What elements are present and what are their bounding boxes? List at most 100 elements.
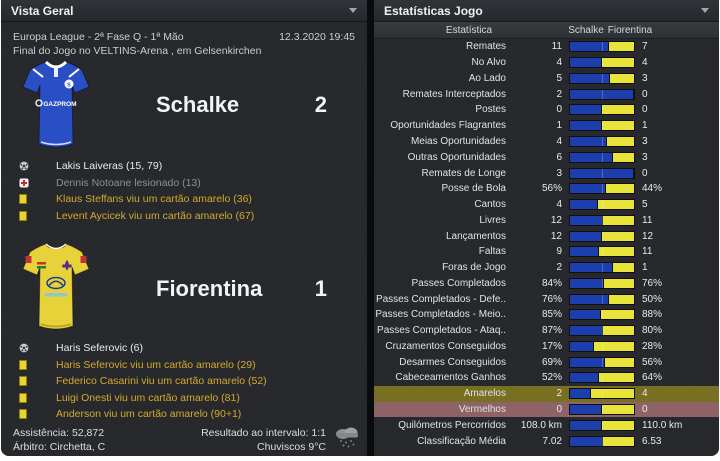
match-event-row[interactable]: Lakis Laiveras (15, 79) — [19, 158, 361, 175]
yellow-card-icon — [19, 392, 56, 403]
stat-away-value: 64% — [642, 372, 663, 384]
home-bar-segment — [570, 357, 606, 367]
event-text: Haris Seferovic (6) — [56, 342, 143, 355]
goal-icon — [19, 343, 56, 353]
stat-home-value: 1 — [556, 120, 562, 132]
stat-row: Passes Completados 84% 76% — [374, 275, 719, 291]
header-away-team: Fiorentina — [607, 24, 653, 36]
match-datetime: 12.3.2020 19:45 — [279, 31, 355, 43]
header-home-team: Schalke — [568, 24, 604, 36]
match-event-row[interactable]: Klaus Steffans viu um cartão amarelo (36… — [19, 191, 361, 208]
home-bar-segment — [570, 184, 606, 194]
yellow-card-icon — [19, 194, 56, 205]
match-footer-right: Resultado ao intervalo: 1:1 Chuviscos 9°… — [201, 426, 326, 454]
stat-home-value: 108.0 km — [520, 419, 562, 431]
home-bar-segment — [570, 310, 602, 320]
stat-home-value: 12 — [550, 230, 562, 242]
stat-home-value: 11 — [551, 41, 562, 53]
stat-home-value: 85% — [541, 309, 562, 321]
home-bar-segment — [570, 420, 602, 430]
event-text: Lakis Laiveras (15, 79) — [56, 160, 163, 173]
home-bar-segment — [570, 263, 613, 273]
stat-row: Desarmes Conseguidos 69% 56% — [374, 354, 719, 370]
stat-row: Remates de Longe 3 0 — [374, 165, 719, 181]
stat-label: Faltas — [478, 246, 506, 258]
stat-label: Passes Completados - Defe.. — [375, 293, 506, 305]
stat-home-value: 0 — [556, 104, 562, 116]
stat-label: Meias Oportunidades — [410, 135, 506, 147]
stat-label: Classificação Média — [417, 435, 506, 447]
stat-label: Passes Completados — [411, 277, 507, 289]
weather-line: Chuviscos 9°C — [257, 441, 326, 453]
stat-label: Passes Completados - Meio.. — [375, 309, 506, 321]
stat-comparison-bar — [569, 88, 635, 100]
stat-home-value: 4 — [556, 135, 562, 147]
stat-home-value: 12 — [550, 214, 562, 226]
chevron-down-icon[interactable] — [349, 8, 357, 13]
match-event-row[interactable]: Haris Seferovic viu um cartão amarelo (2… — [19, 357, 361, 374]
stat-home-value: 5 — [556, 72, 562, 84]
home-bar-segment — [570, 58, 602, 68]
match-event-row[interactable]: Anderson viu um cartão amarelo (90+1) — [19, 406, 361, 423]
stat-row: No Alvo 4 4 — [374, 55, 719, 71]
yellow-card-icon — [19, 359, 56, 370]
stat-comparison-bar — [569, 72, 635, 84]
stat-away-value: 6.53 — [642, 435, 662, 447]
event-text: Federico Casarini viu um cartão amarelo … — [56, 375, 267, 388]
stat-row: Remates 11 7 — [374, 39, 719, 55]
stat-comparison-bar — [569, 120, 635, 132]
stat-home-value: 2 — [556, 88, 562, 100]
stat-home-value: 69% — [541, 356, 562, 368]
chevron-down-icon[interactable] — [701, 8, 709, 13]
home-jersey: S GAZPROM — [22, 60, 90, 155]
rain-cloud-icon — [332, 423, 362, 454]
stat-away-value: 0 — [642, 88, 648, 100]
stat-comparison-bar — [569, 340, 635, 352]
stat-row: Foras de Jogo 2 1 — [374, 260, 719, 276]
stat-row: Ao Lado 5 3 — [374, 71, 719, 87]
stat-home-value: 87% — [541, 325, 562, 337]
match-event-row[interactable]: Haris Seferovic (6) — [19, 340, 361, 357]
home-bar-segment — [570, 404, 602, 414]
stats-panel-titlebar[interactable]: Estatísticas Jogo — [374, 0, 719, 22]
stat-comparison-bar — [569, 41, 635, 53]
stat-row: Cantos 4 5 — [374, 197, 719, 213]
home-bar-segment — [570, 200, 599, 210]
home-events-list: Lakis Laiveras (15, 79) Dennis Notoane le… — [19, 158, 361, 224]
stats-table-body: Remates 11 7 No Alvo 4 4 Ao Lado 5 3 Remates Inte… — [374, 39, 719, 449]
stat-row: Amarelos 2 4 — [374, 385, 719, 402]
stat-away-value: 5 — [642, 199, 648, 211]
home-bar-segment — [570, 436, 604, 446]
event-text: Klaus Steffans viu um cartão amarelo (36… — [56, 193, 252, 206]
stat-comparison-bar — [569, 277, 635, 289]
match-event-row[interactable]: Levent Aycicek viu um cartão amarelo (67… — [19, 208, 361, 225]
stat-label: Outras Oportunidades — [407, 151, 506, 163]
match-event-row[interactable]: Federico Casarini viu um cartão amarelo … — [19, 373, 361, 390]
stat-row: Classificação Média 7.02 6.53 — [374, 433, 719, 449]
stat-label: Postes — [475, 104, 506, 116]
stat-row: Livres 12 11 — [374, 212, 719, 228]
stat-row: Passes Completados - Ataq.. 87% 80% — [374, 323, 719, 339]
stat-home-value: 3 — [556, 167, 562, 179]
stat-comparison-bar — [569, 199, 635, 211]
stat-comparison-bar — [569, 230, 635, 242]
stat-label: Cabeceamentos Ganhos — [395, 372, 506, 384]
stat-label: Remates de Longe — [421, 167, 506, 179]
overview-panel-titlebar[interactable]: Vista Geral — [1, 0, 367, 22]
referee-line: Árbitro: Circhetta, C — [13, 441, 106, 453]
event-text: Haris Seferovic viu um cartão amarelo (2… — [56, 358, 256, 371]
svg-text:S: S — [67, 83, 71, 89]
stat-home-value: 84% — [541, 277, 562, 289]
stat-away-value: 0 — [642, 403, 648, 415]
stat-comparison-bar — [569, 403, 635, 415]
competition-label: Europa League - 2ª Fase Q - 1ª Mão — [13, 31, 184, 43]
stats-panel: Estatísticas Jogo Estatística Schalke Fi… — [374, 0, 719, 456]
match-event-row[interactable]: Dennis Notoane lesionado (13) — [19, 175, 361, 192]
header-statistic: Estatística — [445, 24, 493, 36]
home-bar-segment — [570, 341, 595, 351]
stat-comparison-bar — [569, 135, 635, 147]
stat-away-value: 110.0 km — [642, 419, 683, 431]
stat-comparison-bar — [569, 372, 635, 384]
match-event-row[interactable]: Luigi Onesti viu um cartão amarelo (81) — [19, 390, 361, 407]
stat-away-value: 4 — [642, 388, 648, 400]
